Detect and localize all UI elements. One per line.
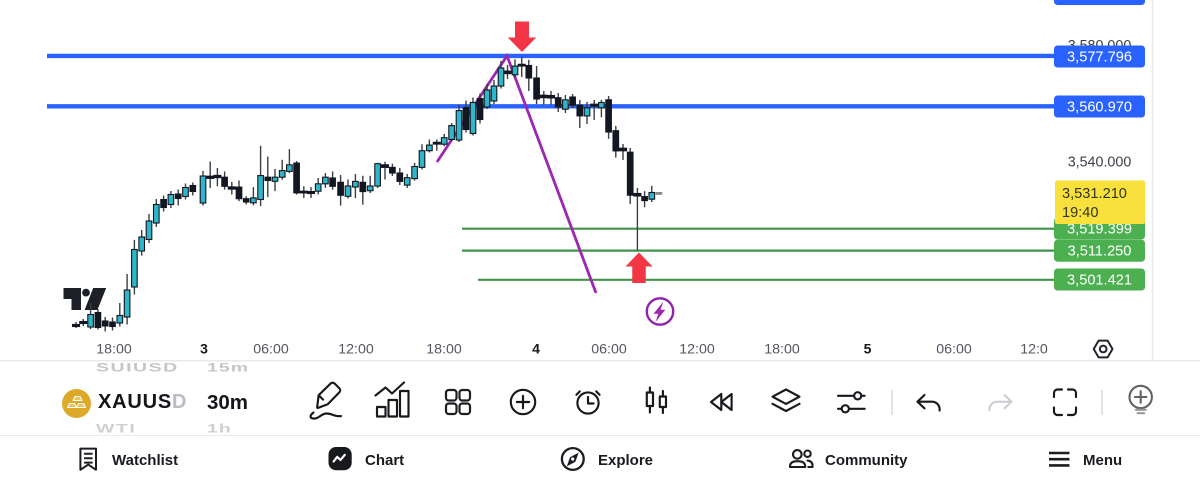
svg-text:5: 5 — [864, 341, 872, 357]
svg-text:3,519.399: 3,519.399 — [1067, 221, 1132, 237]
svg-text:3,531.210: 3,531.210 — [1062, 186, 1127, 202]
svg-text:3,540.000: 3,540.000 — [1068, 155, 1132, 171]
svg-text:3,577.796: 3,577.796 — [1067, 49, 1132, 65]
svg-text:18:00: 18:00 — [96, 342, 132, 358]
svg-text:3,511.250: 3,511.250 — [1068, 244, 1132, 260]
svg-text:19:40: 19:40 — [1062, 205, 1099, 221]
svg-text:3,560.970: 3,560.970 — [1067, 99, 1132, 115]
svg-text:12:0: 12:0 — [1020, 342, 1048, 358]
svg-text:18:00: 18:00 — [764, 342, 800, 358]
svg-text:4: 4 — [532, 341, 540, 357]
svg-text:3,501.421: 3,501.421 — [1067, 272, 1132, 288]
svg-text:06:00: 06:00 — [936, 342, 972, 358]
svg-text:06:00: 06:00 — [253, 342, 289, 358]
svg-text:12:00: 12:00 — [338, 342, 374, 358]
svg-text:18:00: 18:00 — [426, 342, 462, 358]
svg-text:06:00: 06:00 — [591, 342, 627, 358]
svg-text:12:00: 12:00 — [679, 342, 715, 358]
svg-text:3: 3 — [200, 341, 208, 357]
